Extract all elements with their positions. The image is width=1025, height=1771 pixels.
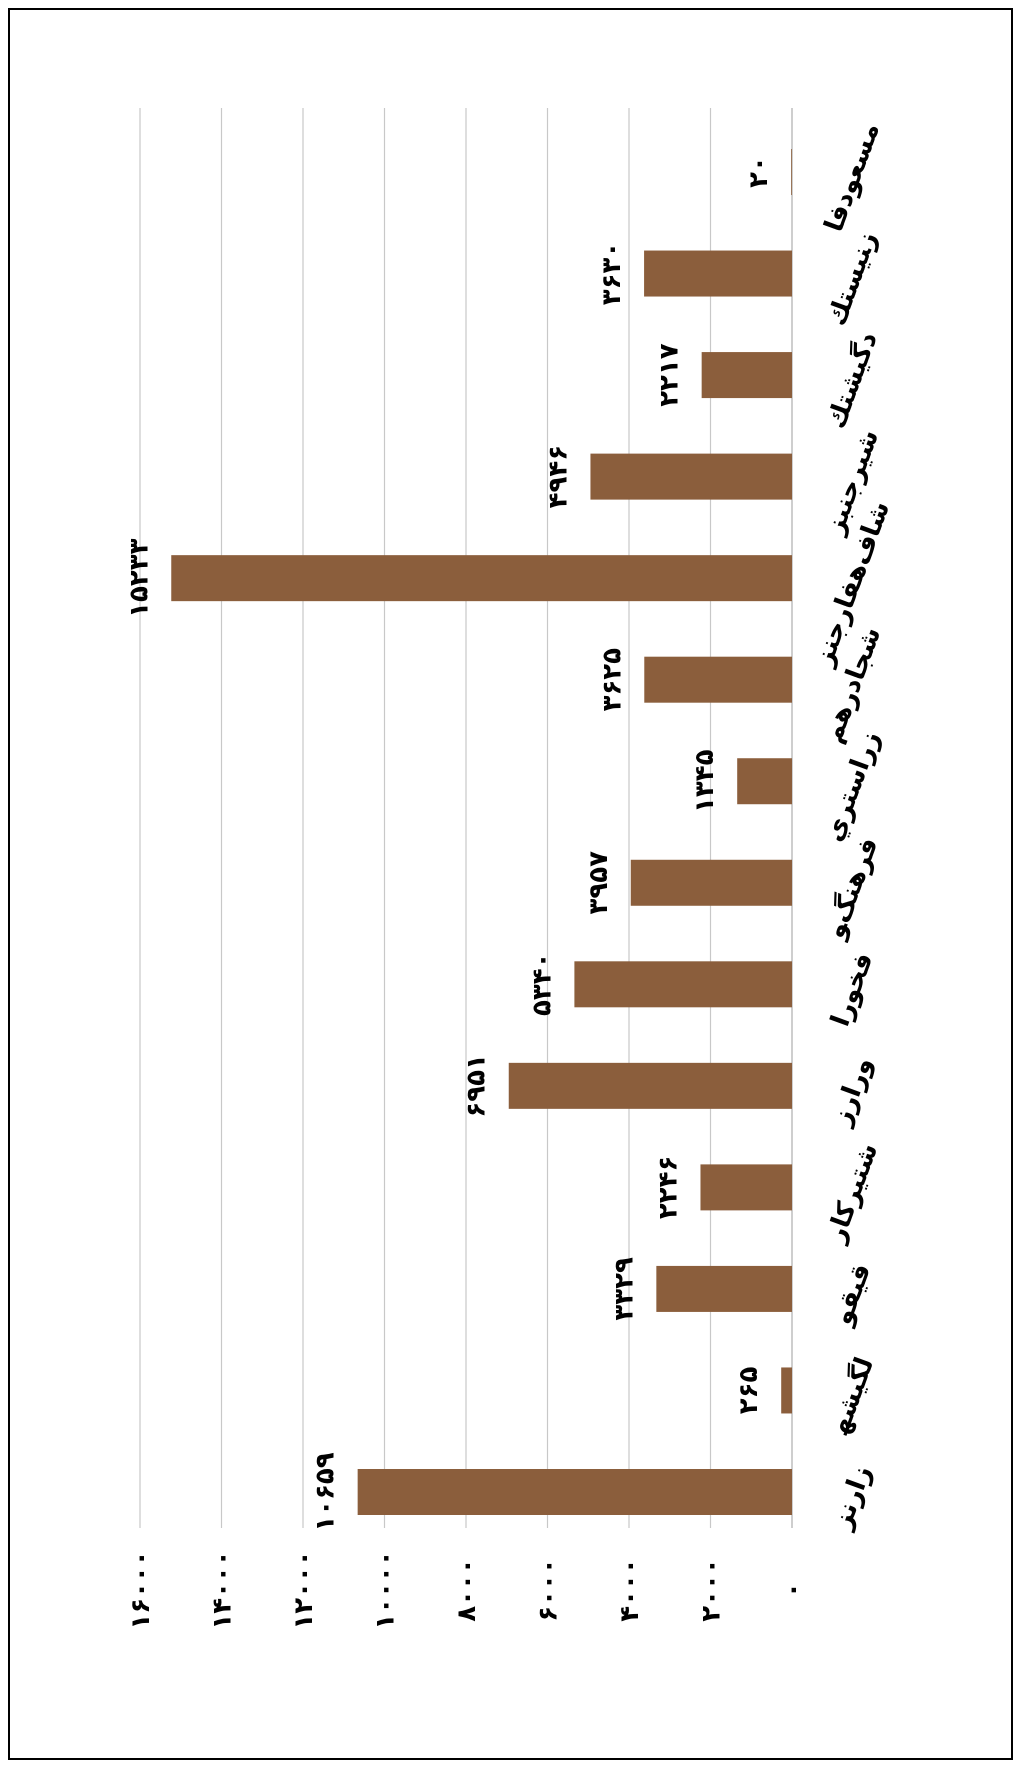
- category-label: ﻗﻴﻘﻮ: [827, 1260, 877, 1331]
- tick-label: ۱۶۰۰۰: [126, 1550, 156, 1629]
- bar: [357, 1469, 792, 1515]
- data-label: ۲۶۵: [734, 1367, 764, 1415]
- data-label: ۵۳۴۰: [527, 953, 557, 1016]
- data-label: ۱۰۶۵۹: [311, 1452, 341, 1531]
- category-label: ﺯﻨﻴﺴﺘﻚ: [822, 228, 884, 330]
- bar: [574, 961, 792, 1008]
- category-label: ﻣﺴﻌﻮﺩﻓﺎ: [819, 119, 886, 236]
- tick-label: ۸۰۰۰: [452, 1558, 482, 1621]
- category-label: ﻭﺭﺍﺭﺯ: [826, 1053, 879, 1131]
- category-label: ﺩﮔﻴﺸﺘﻚ: [820, 328, 883, 433]
- category-label: ﻟﮕﻴﺸﻬ: [824, 1353, 881, 1439]
- tick-label: ۱۴۰۰۰: [208, 1550, 238, 1629]
- data-label: ۲۰: [744, 156, 774, 188]
- bar: [781, 1367, 792, 1414]
- bar: [701, 352, 792, 399]
- data-label: ۳۶۲۵: [597, 648, 627, 712]
- data-label: ۶۹۵۱: [462, 1054, 492, 1117]
- data-label: ۳۹۵۷: [584, 851, 614, 915]
- tick-label: ۰: [778, 1582, 808, 1598]
- data-label: ۱۳۴۵: [690, 749, 720, 813]
- tick-label: ۶۰۰۰: [534, 1558, 564, 1621]
- category-label: ﺯﺭﺍﺳﺘﺮﻱ: [819, 727, 887, 845]
- chart-frame: [8, 8, 1013, 1760]
- bar: [508, 1062, 792, 1109]
- data-label: ۲۲۱۷: [655, 343, 685, 407]
- category-label: ﺯﺍﺭﻧﺰ: [827, 1462, 878, 1535]
- bar: [700, 1164, 792, 1211]
- category-label: ﺷﺘﻴﺮﻛﺎﺭ: [820, 1139, 884, 1248]
- bar: [171, 555, 792, 602]
- bar: [656, 1265, 792, 1312]
- data-label: ۳۶۳۰: [597, 242, 627, 305]
- category-label: ﻓﺨﻮﺭﺍ: [825, 949, 879, 1031]
- bar: [644, 656, 792, 703]
- bar: [644, 250, 792, 297]
- data-label: ۲۲۴۶: [653, 1156, 683, 1219]
- bar: [791, 149, 792, 195]
- data-label: ۱۵۲۳۳: [124, 538, 154, 617]
- category-label: ﻓﺮﻫﻨﮓﻮ: [819, 833, 885, 944]
- data-label: ۳۳۲۹: [609, 1257, 639, 1321]
- tick-label: ۴۰۰۰: [615, 1558, 645, 1621]
- tick-label: ۱۲۰۰۰: [289, 1550, 319, 1629]
- bar: [737, 758, 792, 805]
- data-label: ۴۹۴۶: [543, 445, 573, 508]
- bar: [590, 453, 792, 500]
- tick-label: ۱۰۰۰۰: [371, 1550, 401, 1629]
- tick-label: ۲۰۰۰: [697, 1558, 727, 1621]
- bar: [630, 859, 792, 906]
